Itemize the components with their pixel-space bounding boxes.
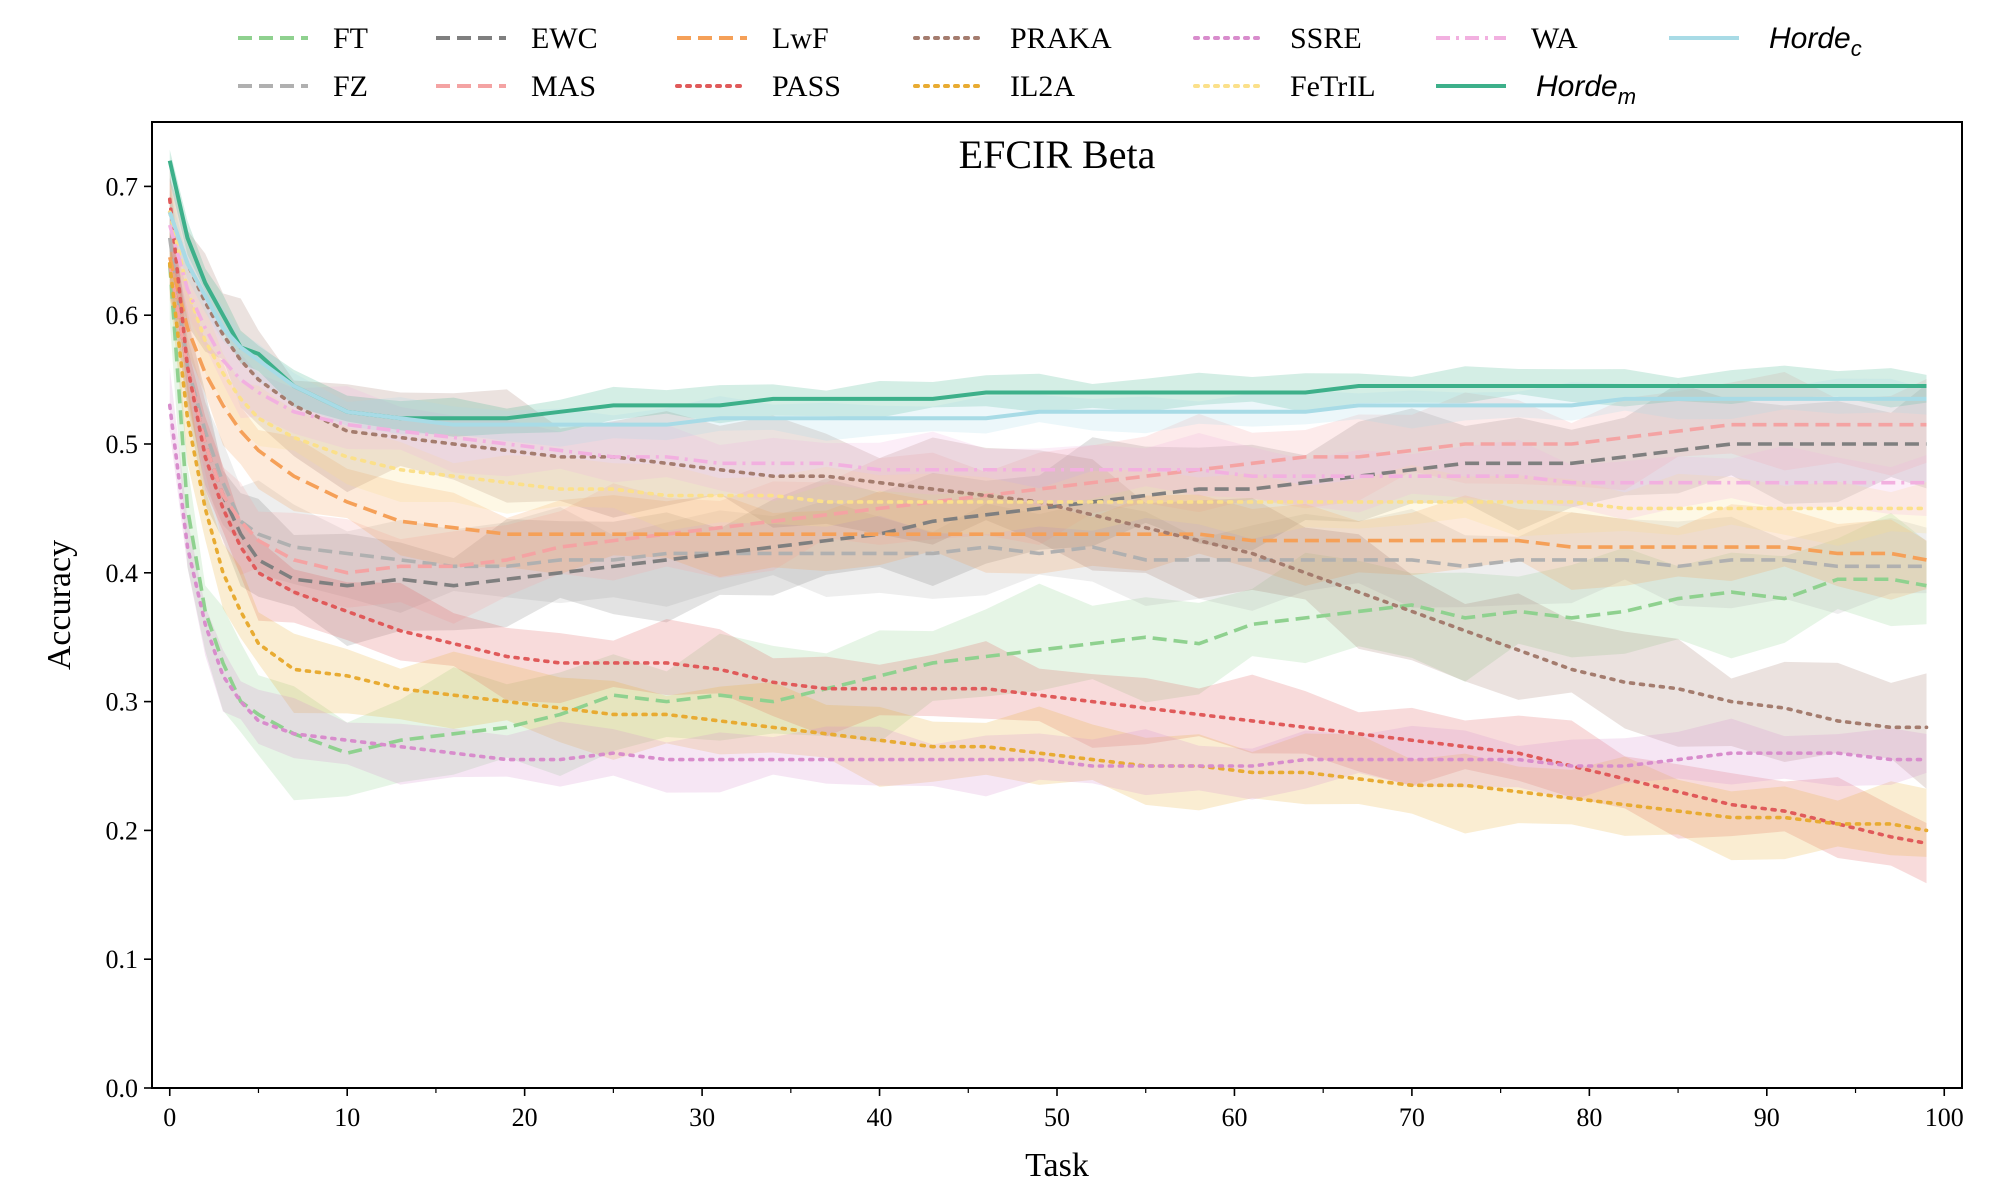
x-tick-label: 80 xyxy=(1576,1103,1602,1132)
x-axis-label: Task xyxy=(1025,1147,1089,1184)
y-tick-label: 0.4 xyxy=(106,559,139,588)
legend-label: PASS xyxy=(772,70,841,103)
x-tick-label: 100 xyxy=(1925,1103,1964,1132)
plot-area: 0 10 20 30 40 50 60 70 80 90 100 0.00.10.20.30.40.… xyxy=(106,121,1964,1132)
series-line-praka xyxy=(167,210,1929,730)
x-tick-label: 20 xyxy=(512,1103,538,1132)
band-mas xyxy=(169,232,1927,624)
x-tick-label: 10 xyxy=(334,1103,360,1132)
x-tick-label: 40 xyxy=(867,1103,893,1132)
band-horde-c xyxy=(169,194,1927,447)
band-ewc xyxy=(169,211,1927,646)
y-tick-label: 0.3 xyxy=(106,688,139,717)
band-lwf xyxy=(169,227,1927,600)
series-line-mas xyxy=(167,263,1927,575)
band-praka xyxy=(169,178,1927,789)
series-lines xyxy=(167,160,1929,846)
legend-item-horde-c: Hordec xyxy=(1669,22,1862,61)
legend-label: Hordec xyxy=(1769,22,1862,61)
legend-label: FeTrIL xyxy=(1290,70,1376,103)
legend-item-wa: WA xyxy=(1436,22,1578,55)
legend-item-fz: FZ xyxy=(238,70,368,103)
y-tick-label: 0.2 xyxy=(106,816,139,845)
legend-label: LwF xyxy=(772,22,829,55)
y-tick-label: 0.7 xyxy=(106,172,139,201)
legend-item-il2a: IL2A xyxy=(913,70,1075,103)
legend-item-lwf: LwF xyxy=(677,22,829,55)
series-line-fetril xyxy=(167,210,1929,511)
series-line-ft xyxy=(167,263,1927,755)
legend-label: Hordem xyxy=(1536,70,1636,109)
legend-item-mas: MAS xyxy=(436,70,596,103)
band-ft xyxy=(169,218,1927,801)
series-line-ssre xyxy=(167,403,1929,768)
legend-label: PRAKA xyxy=(1010,22,1112,55)
legend-item-ewc: EWC xyxy=(436,22,598,55)
x-tick-label: 50 xyxy=(1044,1103,1070,1132)
legend-label: EWC xyxy=(531,22,598,55)
series-line-ewc xyxy=(167,263,1927,588)
x-tick-label: 60 xyxy=(1221,1103,1247,1132)
legend-item-pass: PASS xyxy=(675,70,841,103)
band-horde-m xyxy=(169,149,1927,437)
band-il2a xyxy=(169,231,1927,861)
series-line-lwf xyxy=(167,256,1927,562)
x-tick-label: 70 xyxy=(1399,1103,1425,1132)
legend-item-horde-m: Hordem xyxy=(1436,70,1636,109)
legend-item-praka: PRAKA xyxy=(913,22,1112,55)
y-tick-label: 0.0 xyxy=(106,1074,139,1103)
y-tick-label: 0.1 xyxy=(106,945,139,974)
legend-item-ssre: SSRE xyxy=(1193,22,1362,55)
y-axis-ticks: 0.0 0.1 0.2 0.3 0.4 0.5 0.6 0.7 xyxy=(106,172,152,1103)
series-line-fz xyxy=(167,237,1927,569)
legend-label: SSRE xyxy=(1290,22,1362,55)
y-tick-label: 0.5 xyxy=(106,430,139,459)
legend-label: FT xyxy=(333,22,368,55)
x-tick-label: 90 xyxy=(1754,1103,1780,1132)
legend: FT FZ EWC MAS LwF PASS PRAKA IL2A SSRE FeTrIL WA Ho… xyxy=(238,22,1862,109)
x-tick-label: 0 xyxy=(163,1103,176,1132)
series-line-il2a xyxy=(167,261,1929,833)
legend-item-fetril: FeTrIL xyxy=(1193,70,1376,103)
y-tick-label: 0.6 xyxy=(106,301,139,330)
legend-label: WA xyxy=(1531,22,1578,55)
series-line-wa xyxy=(168,224,1927,485)
band-wa xyxy=(169,208,1927,520)
x-tick-label: 30 xyxy=(689,1103,715,1132)
legend-item-ft: FT xyxy=(238,22,368,55)
legend-label: IL2A xyxy=(1010,70,1075,103)
series-line-horde-c xyxy=(167,211,1927,427)
y-axis-label: Accuracy xyxy=(41,540,78,670)
confidence-bands xyxy=(169,149,1927,884)
band-pass xyxy=(169,168,1927,884)
x-axis-ticks: 0 10 20 30 40 50 60 70 80 90 100 xyxy=(163,1088,1964,1132)
chart-title: EFCIR Beta xyxy=(959,132,1156,177)
legend-label: FZ xyxy=(333,70,368,103)
legend-label: MAS xyxy=(531,70,596,103)
series-line-pass xyxy=(167,197,1929,846)
band-ssre xyxy=(169,367,1927,801)
